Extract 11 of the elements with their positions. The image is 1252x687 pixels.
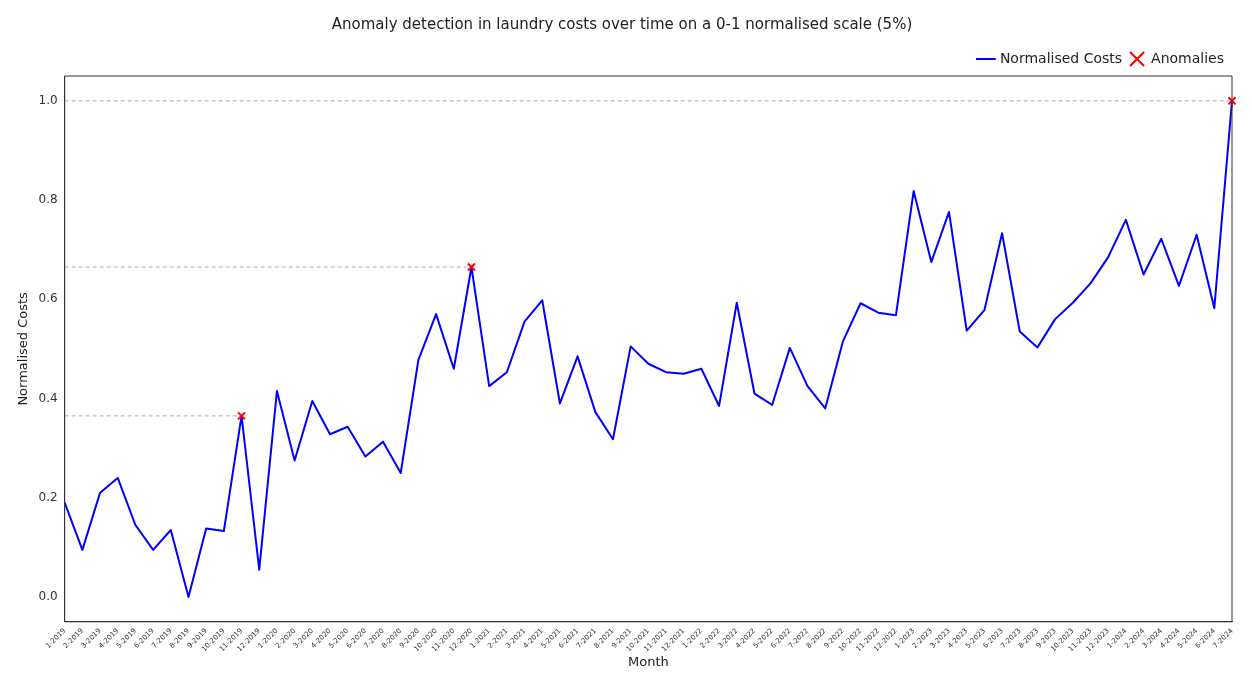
y-tick-label: 0.0 [38, 589, 58, 604]
y-tick-label: 0.8 [38, 192, 58, 207]
y-tick-label: 0.6 [38, 291, 58, 306]
chart-title: Anomaly detection in laundry costs over time on a 0-1 normalised scale (5%) [331, 14, 913, 33]
legend-label: Anomalies [1151, 49, 1224, 66]
y-axis-title: Normalised Costs [15, 291, 31, 406]
y-tick-label: 0.2 [38, 489, 58, 504]
y-tick-label: 0.4 [38, 390, 58, 405]
legend-label: Normalised Costs [999, 49, 1123, 66]
x-axis-title: Month [627, 653, 669, 669]
y-tick-label: 1.0 [38, 92, 58, 107]
